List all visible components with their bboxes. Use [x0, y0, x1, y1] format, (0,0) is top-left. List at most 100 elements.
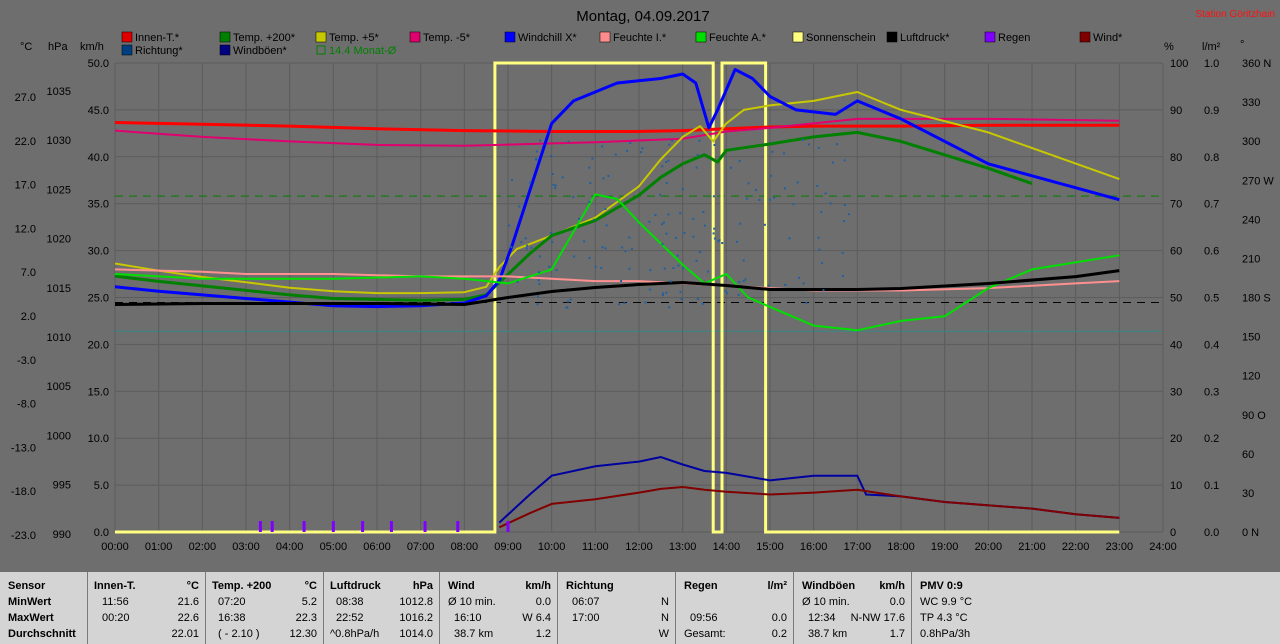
richtung-point	[649, 269, 652, 272]
richtung-point	[692, 217, 695, 220]
richtung-point	[726, 292, 728, 295]
richtung-point	[737, 293, 740, 296]
rain-mark	[423, 521, 427, 532]
series-sonnenschein	[115, 61, 1120, 534]
legend-swatch	[409, 31, 421, 43]
tick-degree: 180 S	[1242, 293, 1271, 305]
wind-title: Wind	[448, 580, 475, 592]
richtung-point	[836, 143, 839, 146]
tick-celsius: -8.0	[17, 399, 36, 411]
temp-avg: 12.30	[289, 628, 317, 640]
tick-percent: 40	[1170, 339, 1182, 351]
richtung-point	[669, 280, 672, 283]
wind-max-time: 16:10	[454, 612, 482, 624]
tick-percent: 10	[1170, 480, 1182, 492]
tick-lm2: 1.0	[1204, 58, 1219, 70]
richtung-point	[817, 146, 820, 149]
richtung-point	[530, 246, 533, 249]
richtung-point	[843, 204, 846, 206]
richtung-point	[680, 298, 683, 301]
richtung-point	[724, 290, 727, 293]
tick-x: 12:00	[625, 541, 653, 553]
legend-label: 14.4 Monat-Ø	[329, 45, 397, 57]
pmv-max: TP 4.3 °C	[920, 612, 968, 624]
tick-x: 17:00	[844, 541, 872, 553]
boeen-max-time: 12:34	[808, 612, 836, 624]
tick-celsius: -3.0	[17, 355, 36, 367]
richtung-point	[626, 149, 628, 152]
druck-title: Luftdruck	[330, 580, 381, 592]
tick-percent: 80	[1170, 152, 1182, 164]
stats-col-sensor: Sensor MinWert MaxWert Durchschnitt	[0, 572, 88, 644]
richtung-point	[784, 187, 786, 190]
richtung-point	[695, 166, 698, 169]
tick-kmh: 15.0	[88, 386, 109, 398]
stats-col-temp: Temp. +200 °C 07:20 5.2 16:38 22.3 ( - 2…	[206, 572, 324, 644]
richtung-point	[667, 213, 670, 216]
richtung-point	[588, 166, 591, 169]
richtung-point	[661, 223, 664, 226]
richtung-point	[550, 155, 552, 158]
boeen-min: 0.0	[889, 596, 905, 608]
richtung-point	[628, 236, 631, 239]
richtung-point	[683, 231, 686, 234]
rain-mark	[506, 521, 510, 532]
tick-degree: 90 O	[1242, 410, 1266, 422]
tick-degree: 0 N	[1242, 527, 1259, 539]
rain-mark	[361, 521, 365, 532]
richtung-point	[821, 262, 824, 265]
richtung-point	[747, 182, 750, 185]
rain-mark	[302, 521, 306, 532]
richtung-point	[841, 274, 844, 277]
stats-col-druck: Luftdruck hPa 08:38 1012.8 22:52 1016.2 …	[324, 572, 440, 644]
innen-min-time: 11:56	[102, 596, 129, 608]
tick-x: 24:00	[1149, 541, 1177, 553]
tick-hpa: 1030	[47, 135, 71, 147]
tick-celsius: -13.0	[11, 442, 36, 454]
richtung-point	[538, 255, 541, 258]
richtung-point	[792, 203, 795, 206]
richtung-point	[604, 208, 607, 210]
wind-unit: km/h	[525, 580, 551, 592]
tick-x: 08:00	[451, 541, 479, 553]
tick-x: 18:00	[887, 541, 915, 553]
richtung-point	[824, 192, 827, 195]
row-label-max: MaxWert	[8, 612, 54, 624]
stats-col-richtung: Richtung 06:07 N 17:00 N W	[558, 572, 676, 644]
richtung-point	[672, 267, 675, 269]
tick-celsius: 2.0	[21, 311, 36, 323]
richtung-point	[567, 140, 570, 143]
plot-area	[114, 61, 1164, 534]
tick-celsius: 7.0	[21, 267, 36, 279]
legend: Innen-T.* Temp. +200* Temp. +5* Temp. -5* Wi…	[121, 31, 1123, 57]
tick-hpa: 1015	[47, 283, 71, 295]
rain-mark	[258, 521, 262, 532]
tick-kmh: 30.0	[88, 246, 109, 258]
tick-degree: 360 N	[1242, 58, 1271, 70]
richtung-point	[798, 276, 800, 279]
tick-hpa: 1010	[47, 332, 71, 344]
tick-kmh: 20.0	[88, 339, 109, 351]
tick-x: 01:00	[145, 541, 173, 553]
boeen-title: Windböen	[802, 580, 856, 592]
tick-x: 07:00	[407, 541, 435, 553]
richtung-point	[692, 235, 695, 238]
legend-swatch	[599, 31, 611, 43]
tick-celsius: -18.0	[11, 486, 36, 498]
legend-label: Feuchte A.*	[709, 32, 767, 44]
richtung-point	[561, 176, 564, 179]
richtung-title: Richtung	[566, 580, 614, 592]
axes: 27.0 22.0 17.0 12.0 7.0 2.0 -3.0 -8.0 -13.0 -18.0…	[11, 58, 1274, 553]
richtung-point	[713, 227, 716, 230]
legend-swatch	[121, 44, 133, 56]
richtung-point	[665, 232, 668, 235]
tick-x: 02:00	[189, 541, 217, 553]
legend-label: Temp. -5*	[423, 32, 471, 44]
boeen-avg-label: 38.7 km	[808, 628, 848, 640]
richtung-point	[535, 150, 538, 153]
series-temp-5	[114, 91, 1120, 295]
richtung-point	[618, 303, 620, 306]
richtung-point	[569, 298, 572, 301]
innen-avg: 22.01	[171, 628, 199, 640]
tick-x: 09:00	[494, 541, 522, 553]
